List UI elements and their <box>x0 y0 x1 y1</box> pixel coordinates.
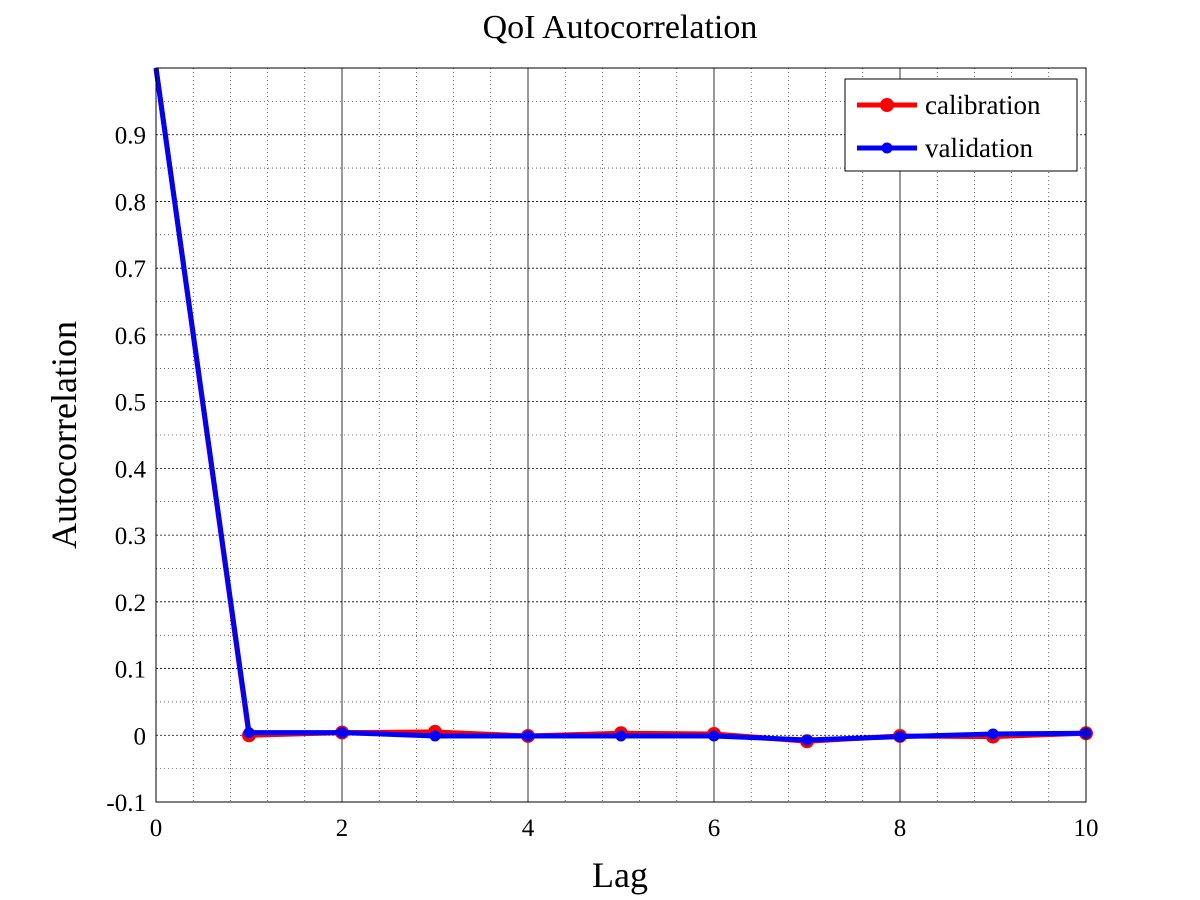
legend: calibration validation <box>844 78 1078 172</box>
validation-point <box>336 727 348 739</box>
validation-point <box>987 728 999 740</box>
series-layer <box>153 67 1093 749</box>
y-tick-label: 0 <box>134 723 147 750</box>
x-tick-label: 10 <box>1074 815 1099 842</box>
validation-point <box>615 730 627 742</box>
validation-point <box>522 730 534 742</box>
x-tick-label: 4 <box>522 815 535 842</box>
y-tick-label: 0.4 <box>115 456 147 483</box>
legend-box <box>844 78 1078 172</box>
y-tick-label: 0.7 <box>115 256 146 283</box>
legend-marker-calibration <box>880 98 894 112</box>
series-validation <box>153 67 1092 746</box>
validation-point <box>429 730 441 742</box>
validation-point <box>708 730 720 742</box>
x-axis-title: Lag <box>592 855 648 895</box>
x-tick-label: 6 <box>708 815 721 842</box>
chart-title: QoI Autocorrelation <box>483 9 758 46</box>
x-tick-label: 2 <box>336 815 349 842</box>
plot-frame <box>155 67 1087 803</box>
y-tick-label: 0.5 <box>115 390 146 417</box>
y-axis-title: Autocorrelation <box>44 321 84 549</box>
y-tick-label: 0.9 <box>115 123 146 150</box>
validation-point <box>243 727 255 739</box>
y-tick-label: -0.1 <box>106 790 146 817</box>
y-tick-label: 0.1 <box>115 657 146 684</box>
x-tick-label: 0 <box>150 815 163 842</box>
y-tick-label: 0.3 <box>115 523 146 550</box>
x-tick-label: 8 <box>894 815 907 842</box>
legend-label-calibration: calibration <box>925 90 1041 120</box>
y-tick-label: 0.2 <box>115 590 146 617</box>
y-tick-label: 0.8 <box>115 189 146 216</box>
validation-point <box>894 731 906 743</box>
validation-point <box>801 734 813 746</box>
y-tick-label: 0.6 <box>115 323 146 350</box>
legend-label-validation: validation <box>925 133 1033 163</box>
legend-marker-validation <box>881 142 893 154</box>
ticks: 0 2 4 6 8 10-0.100.10.20.30.40.50.60.70.80.9 <box>106 123 1098 842</box>
